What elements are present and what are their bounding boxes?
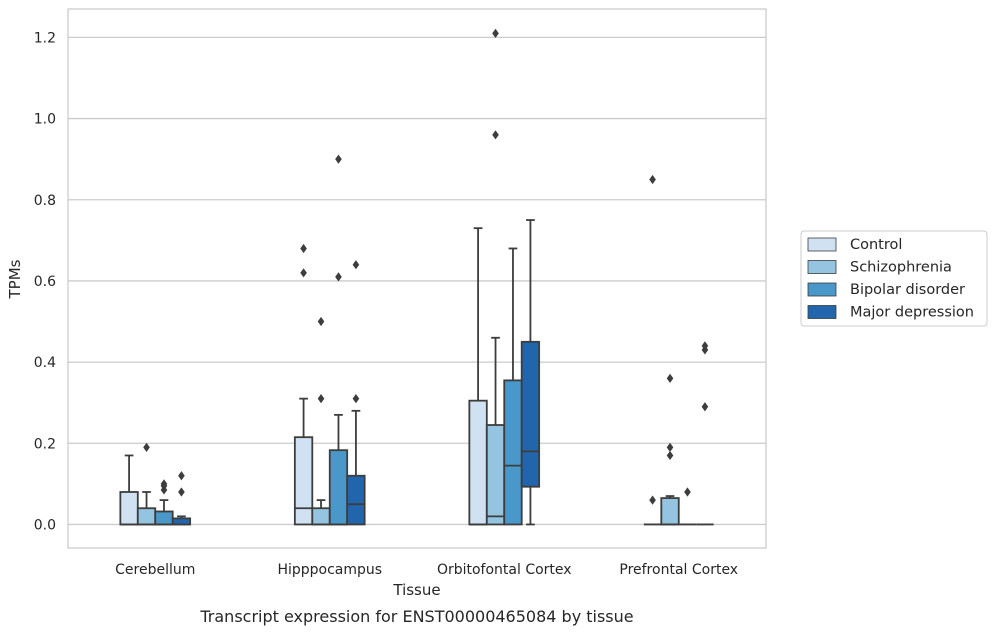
box: [468, 227, 488, 526]
y-tick-label: 0.0: [34, 517, 56, 533]
legend-frame: [800, 230, 988, 327]
outlier-point: [701, 402, 709, 412]
plot-frame: [67, 8, 767, 549]
box-body: [293, 436, 314, 526]
outlier-point: [701, 341, 709, 351]
box-body: [154, 510, 174, 526]
outlier-point: [492, 130, 499, 140]
box: [293, 243, 314, 526]
box: [136, 442, 157, 526]
box-series: [119, 28, 714, 526]
series-schizophrenia: [136, 28, 680, 526]
outlier-point: [300, 243, 307, 254]
legend-swatch: [807, 305, 837, 319]
outlier-point: [335, 154, 342, 164]
box-body: [485, 424, 506, 526]
box: [643, 174, 662, 526]
outlier-point: [684, 487, 691, 497]
y-gridlines: [68, 36, 766, 526]
box-body: [468, 399, 488, 526]
x-tick-label: Cerebellum: [115, 562, 195, 578]
box: [171, 471, 192, 526]
box-body: [119, 491, 139, 526]
outlier-point: [143, 442, 150, 452]
box-body: [503, 379, 523, 526]
box-body: [136, 507, 157, 526]
box-body: [171, 517, 192, 526]
outlier-point: [160, 479, 168, 489]
box: [311, 316, 331, 526]
legend-label: Major depression: [850, 305, 974, 321]
x-tick-label: Hipppocampus: [277, 562, 382, 578]
y-tick-label: 0.8: [34, 193, 56, 209]
y-tick-label: 1.2: [34, 30, 56, 46]
series-major-depression: [171, 219, 714, 526]
outlier-point: [300, 268, 307, 278]
legend-label: Control: [850, 237, 902, 253]
outlier-point: [335, 272, 342, 282]
x-tick-label: Orbitofontal Cortex: [437, 562, 572, 578]
outlier-point: [649, 495, 656, 505]
box-body: [311, 507, 331, 526]
figure-caption: Transcript expression for ENST0000046508…: [199, 607, 633, 626]
box: [328, 154, 349, 526]
y-axis-title: TPMs: [6, 259, 24, 299]
y-tick-label: 1.0: [34, 112, 56, 128]
box-body: [660, 497, 680, 526]
legend-swatch: [807, 260, 837, 274]
box: [346, 260, 366, 526]
outlier-point: [317, 394, 325, 404]
legend-swatch: [807, 282, 837, 297]
legend-label: Schizophrenia: [850, 260, 952, 276]
y-axis-ticks: 0.0 0.2 0.4 0.6 0.8 1.0 1.2: [34, 30, 56, 533]
outlier-point: [317, 316, 325, 327]
box: [154, 479, 174, 526]
legend: Control Schizophrenia Bipolar disorder Majo…: [800, 230, 988, 327]
box: [520, 219, 541, 526]
box: [503, 247, 523, 526]
legend-swatch: [807, 237, 837, 252]
outlier-point: [492, 28, 499, 38]
legend-label: Bipolar disorder: [850, 282, 965, 298]
outlier-point: [178, 471, 185, 481]
outlier-point: [666, 450, 674, 461]
outlier-point: [666, 373, 674, 383]
x-tick-label: Prefrontal Cortex: [619, 562, 738, 578]
outlier-point: [178, 487, 185, 497]
x-axis-ticks: Cerebellum Hipppocampus Orbitofontal Corte…: [115, 562, 738, 578]
y-tick-label: 0.6: [34, 274, 56, 290]
series-bipolar-disorder: [154, 154, 697, 526]
y-tick-label: 0.2: [34, 436, 56, 452]
outlier-point: [352, 394, 360, 404]
box-body: [520, 340, 541, 488]
outlier-point: [649, 174, 656, 185]
box: [660, 373, 680, 526]
x-axis-title: Tissue: [392, 581, 440, 599]
box-body: [328, 449, 349, 526]
box: [678, 487, 697, 526]
outlier-point: [666, 442, 674, 452]
outlier-point: [352, 260, 360, 270]
box-body: [346, 474, 366, 526]
box: [696, 341, 714, 526]
plot-background: [68, 9, 766, 548]
y-tick-label: 0.4: [34, 355, 56, 371]
